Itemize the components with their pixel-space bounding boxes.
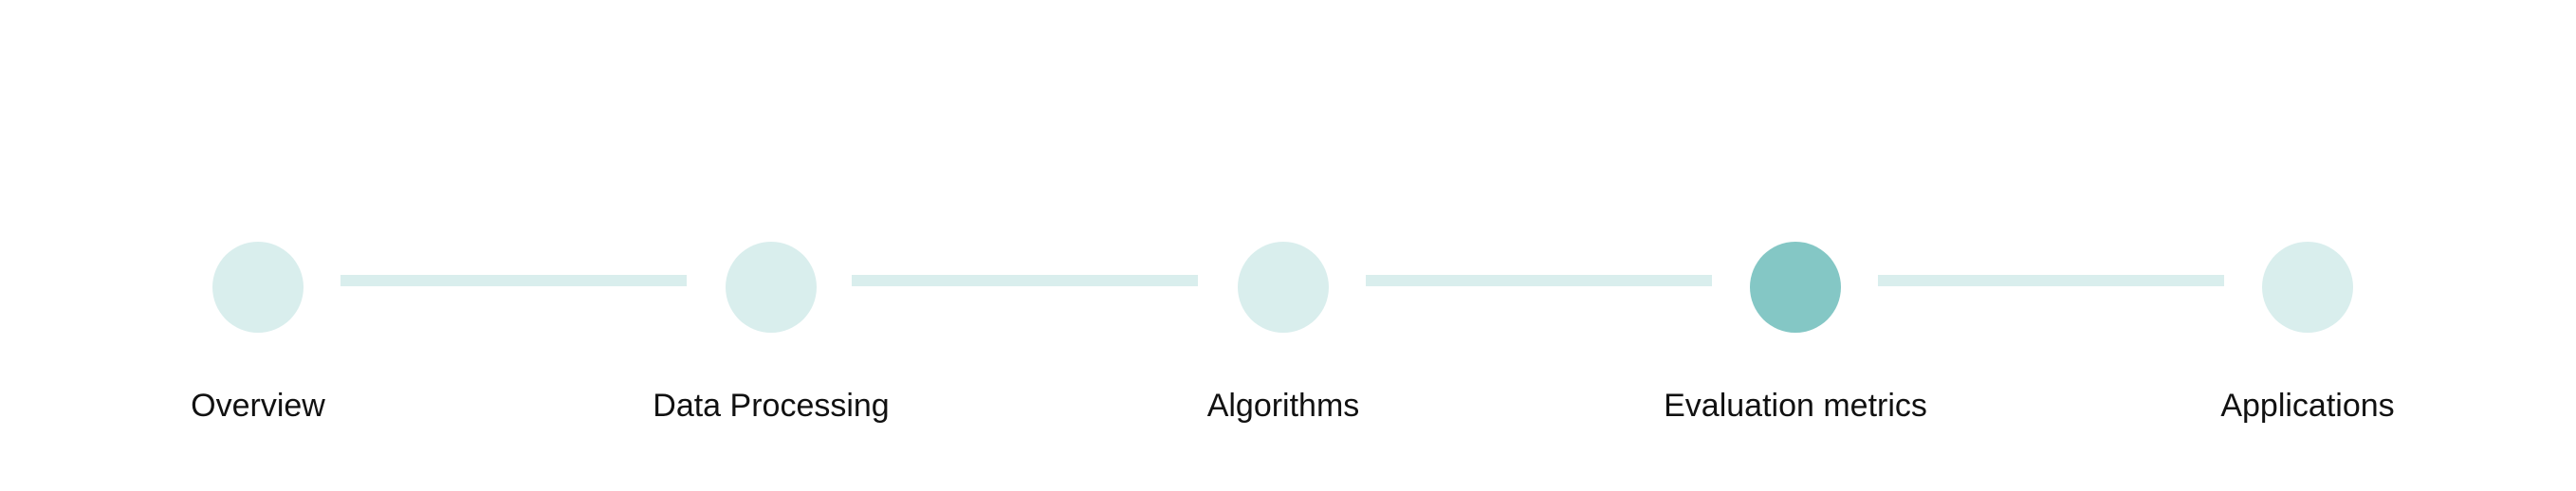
step-marker-overview[interactable] [212,242,304,333]
step-connector-2-3 [852,275,1198,286]
step-label-algorithms[interactable]: Algorithms [1206,388,1360,424]
step-marker-applications[interactable] [2262,242,2353,333]
step-label-evaluation-metrics[interactable]: Evaluation metrics [1664,388,1927,424]
step-label-applications[interactable]: Applications [2220,388,2395,424]
step-connector-4-5 [1878,275,2224,286]
step-connector-1-2 [340,275,687,286]
step-label-overview[interactable]: Overview [191,388,325,424]
step-label-data-processing[interactable]: Data Processing [653,388,890,424]
step-connector-3-4 [1366,275,1712,286]
step-marker-data-processing[interactable] [726,242,817,333]
step-marker-algorithms[interactable] [1238,242,1329,333]
step-marker-evaluation-metrics[interactable] [1750,242,1841,333]
